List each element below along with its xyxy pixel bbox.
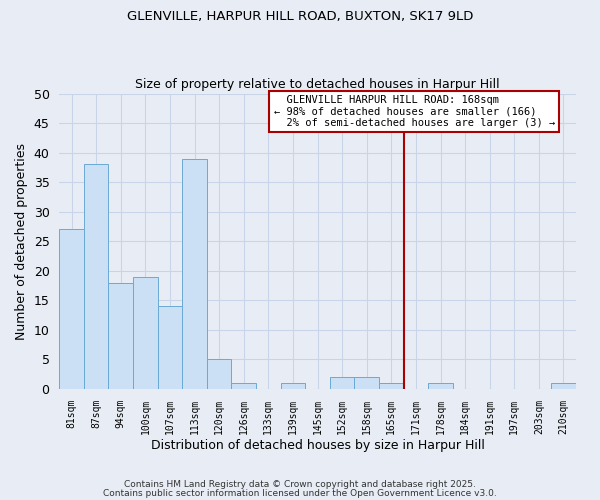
Bar xyxy=(84,164,109,389)
Bar xyxy=(109,282,133,389)
Title: Size of property relative to detached houses in Harpur Hill: Size of property relative to detached ho… xyxy=(135,78,500,91)
Bar xyxy=(158,306,182,389)
Text: GLENVILLE HARPUR HILL ROAD: 168sqm
← 98% of detached houses are smaller (166)
  : GLENVILLE HARPUR HILL ROAD: 168sqm ← 98%… xyxy=(274,95,555,128)
Text: Contains public sector information licensed under the Open Government Licence v3: Contains public sector information licen… xyxy=(103,488,497,498)
Text: Contains HM Land Registry data © Crown copyright and database right 2025.: Contains HM Land Registry data © Crown c… xyxy=(124,480,476,489)
Bar xyxy=(59,230,84,389)
Bar xyxy=(281,383,305,389)
X-axis label: Distribution of detached houses by size in Harpur Hill: Distribution of detached houses by size … xyxy=(151,440,484,452)
Bar xyxy=(207,360,232,389)
Bar xyxy=(551,383,576,389)
Bar xyxy=(330,377,355,389)
Bar xyxy=(182,158,207,389)
Bar xyxy=(428,383,453,389)
Y-axis label: Number of detached properties: Number of detached properties xyxy=(15,143,28,340)
Bar xyxy=(232,383,256,389)
Text: GLENVILLE, HARPUR HILL ROAD, BUXTON, SK17 9LD: GLENVILLE, HARPUR HILL ROAD, BUXTON, SK1… xyxy=(127,10,473,23)
Bar xyxy=(355,377,379,389)
Bar xyxy=(379,383,404,389)
Bar xyxy=(133,276,158,389)
